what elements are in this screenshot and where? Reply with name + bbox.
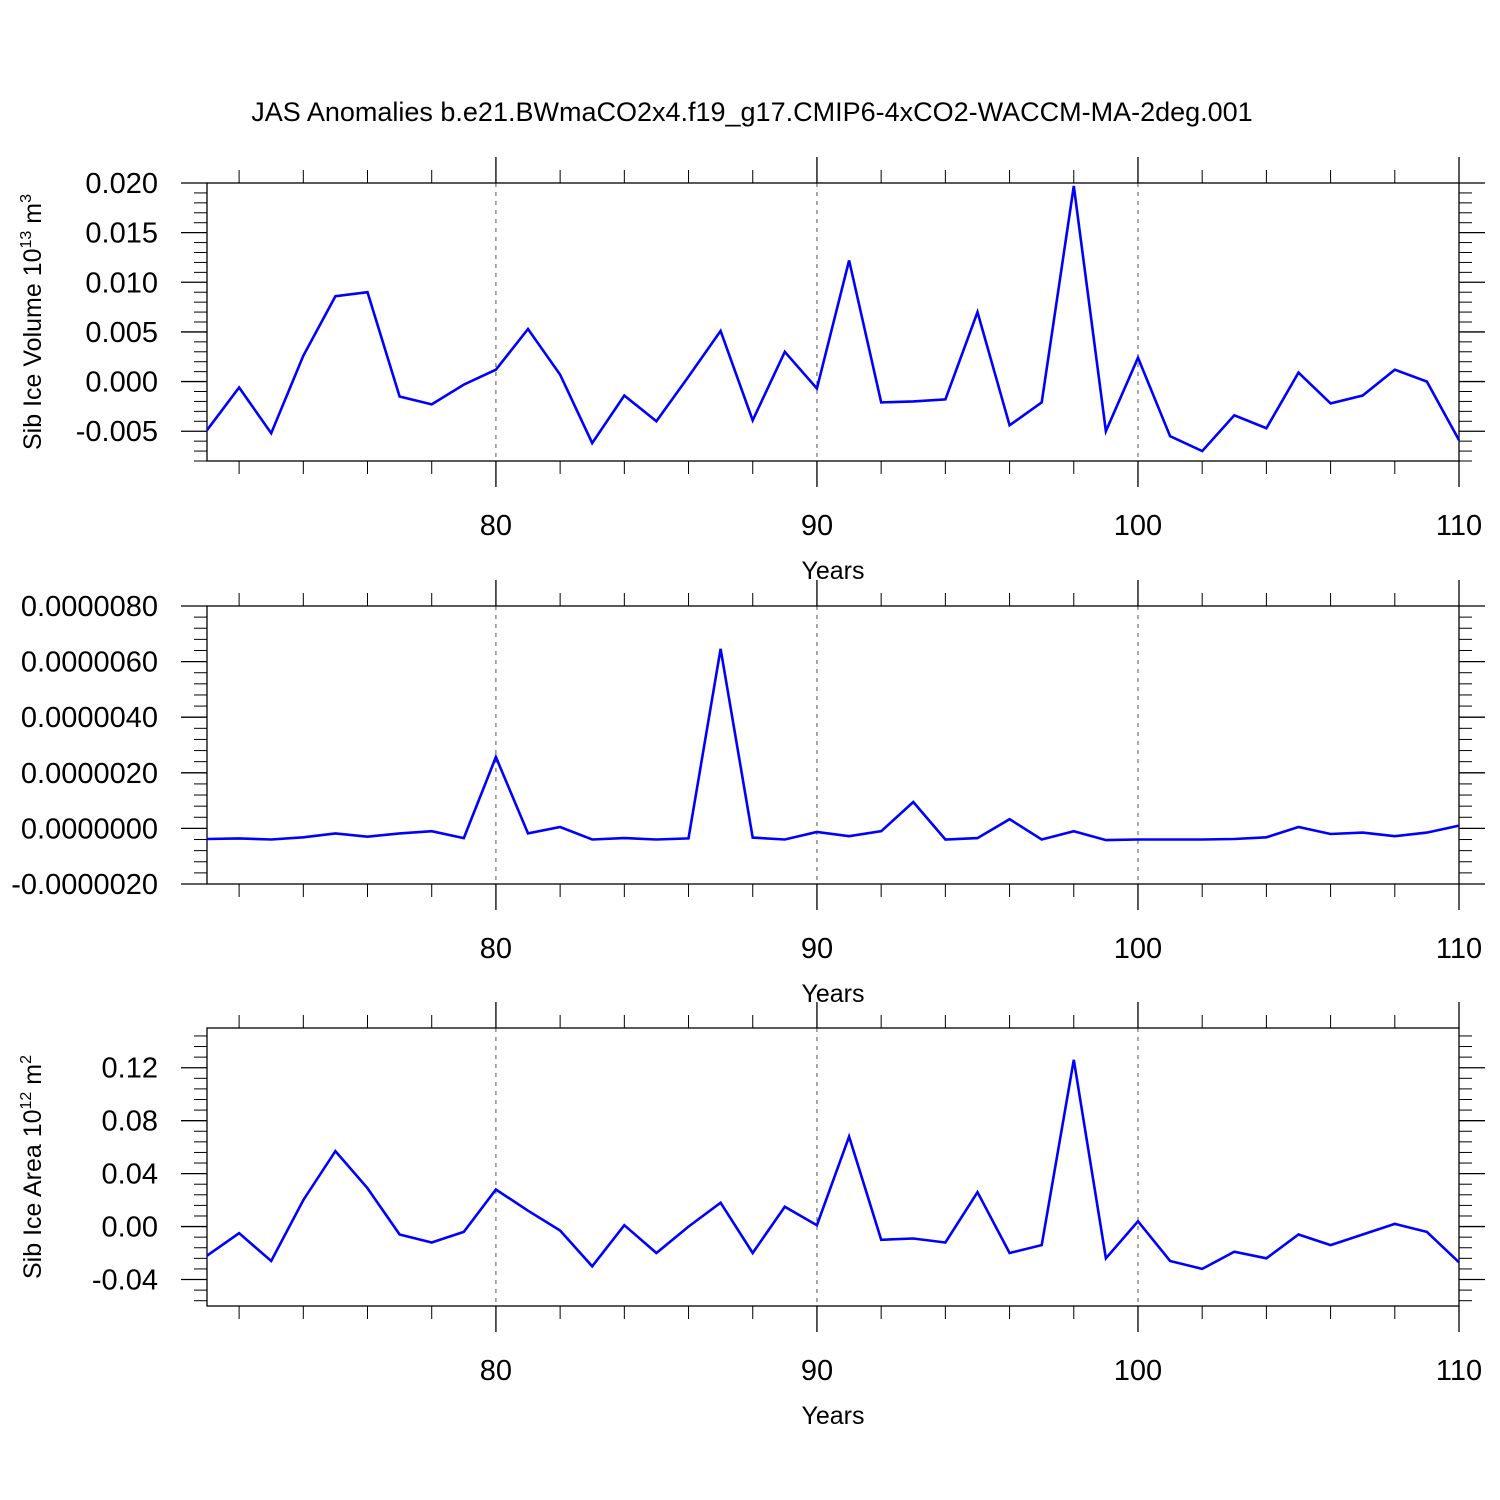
y-tick-label: -0.04 xyxy=(92,1265,158,1297)
series-line-1 xyxy=(205,185,1461,453)
y-tick-label: 0.015 xyxy=(85,218,158,250)
x-tick-label: 80 xyxy=(480,1355,512,1387)
x-tick-label: 90 xyxy=(801,510,833,542)
y-tick-label: -0.005 xyxy=(76,416,158,448)
y-axis-title-exponent: 13 xyxy=(18,231,35,249)
y-axis-title: Sib Ice Area 1012 m2 xyxy=(18,1055,47,1279)
y-tick-label: 0.000 xyxy=(85,367,158,399)
x-axis-title: Years xyxy=(801,1402,864,1430)
plot-frame xyxy=(206,1027,1460,1307)
y-axis-title-unit-exponent: 3 xyxy=(18,194,35,203)
y-axis-title-exponent: 12 xyxy=(18,1092,35,1110)
x-tick-label: 100 xyxy=(1114,1355,1162,1387)
x-tick-label: 110 xyxy=(1436,1355,1482,1387)
x-tick-label: 80 xyxy=(480,933,512,965)
y-tick-label: 0.08 xyxy=(102,1106,158,1138)
x-axis-title: Years xyxy=(801,557,864,585)
y-axis-title-text: Sib Ice Area 10 xyxy=(19,1109,47,1279)
y-tick-label: 0.020 xyxy=(85,168,158,200)
y-axis-title-text: Sib Ice Volume 10 xyxy=(19,248,47,450)
x-axis-title: Years xyxy=(801,980,864,1008)
y-axis-title-unit: m xyxy=(19,203,47,231)
x-tick-label: 110 xyxy=(1436,933,1482,965)
chart-title: JAS Anomalies b.e21.BWmaCO2x4.f19_g17.CM… xyxy=(251,97,1252,127)
y-axis-title: Sib Ice Volume 1013 m3 xyxy=(18,194,47,450)
y-tick-label: 0.0000000 xyxy=(21,813,158,845)
x-tick-label: 90 xyxy=(801,1355,833,1387)
panels: 80 90 100 110 Years -0.005 0.000 0.005 0.010 0.01… xyxy=(11,157,1485,1430)
x-tick-label: 110 xyxy=(1436,510,1482,542)
y-tick-label: 0.0000040 xyxy=(21,702,158,734)
y-axis-title-unit: m xyxy=(19,1064,47,1092)
y-tick-label: -0.0000020 xyxy=(11,869,158,901)
y-tick-label: 0.00 xyxy=(102,1212,158,1244)
y-tick-label: 0.010 xyxy=(85,267,158,299)
series-line-1 xyxy=(206,648,1460,842)
x-tick-label: 90 xyxy=(801,933,833,965)
chart-panel-2: 80 90 100 110 Years -0.0000020 0.0000000 0.0000… xyxy=(11,580,1485,1008)
y-tick-label: 0.005 xyxy=(85,317,158,349)
y-axis-title-unit-exponent: 2 xyxy=(18,1055,35,1064)
y-tick-label: 0.0000080 xyxy=(21,591,158,623)
y-tick-label: 0.0000020 xyxy=(21,758,158,790)
plot-frame xyxy=(206,605,1460,885)
x-tick-label: 80 xyxy=(480,510,512,542)
chart-panel-3: 80 90 100 110 Years -0.04 0.00 0.04 0.08 0.12 Sib … xyxy=(18,1002,1485,1430)
x-tick-label: 100 xyxy=(1114,933,1162,965)
y-tick-label: 0.0000060 xyxy=(21,647,158,679)
chart-panel-1: 80 90 100 110 Years -0.005 0.000 0.005 0.010 0.01… xyxy=(18,157,1485,585)
y-tick-label: 0.04 xyxy=(102,1159,158,1191)
series-line-1 xyxy=(206,1059,1460,1271)
y-tick-label: 0.12 xyxy=(102,1053,158,1085)
x-tick-label: 100 xyxy=(1114,510,1162,542)
